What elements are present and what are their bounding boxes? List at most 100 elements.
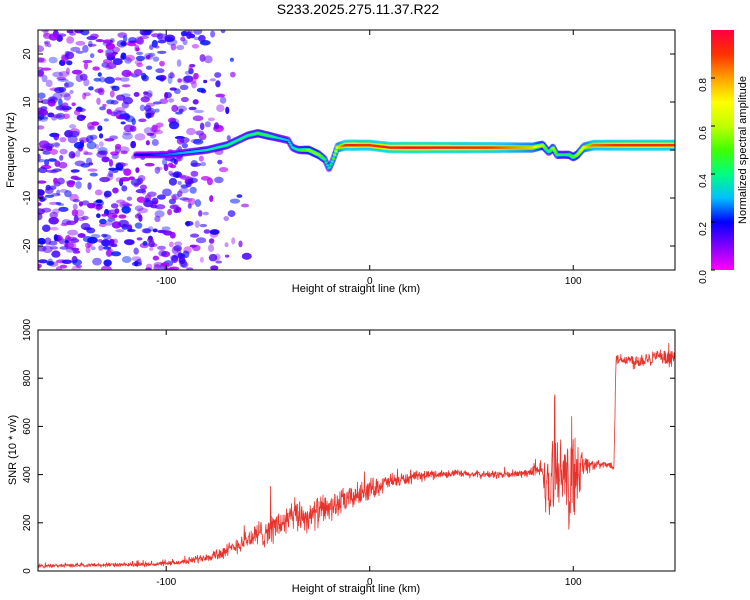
spectrogram-speckle [99, 218, 107, 225]
spectrogram-speckle [86, 121, 95, 130]
spectrogram-speckle [154, 108, 160, 113]
spectrogram-speckle [54, 86, 64, 94]
spectrogram-speckle [143, 127, 153, 135]
spectrogram-speckle [73, 109, 81, 116]
spectrogram-speckle [87, 168, 98, 172]
spectrogram-speckle [72, 259, 83, 266]
spectrogram-speckle [111, 85, 120, 92]
spectrogram-speckle [38, 57, 45, 63]
spectrogram-speckle [209, 78, 216, 82]
spectrogram-speckle [162, 230, 173, 236]
spectrogram-speckle [196, 87, 206, 93]
spectrogram-speckle [64, 190, 72, 198]
spectrogram-speckle [99, 141, 104, 147]
spectrogram-speckle [152, 255, 160, 261]
snr-y-axis-label: SNR (10 * v/v) [7, 415, 19, 485]
spectrogram-ridge-core [552, 149, 557, 152]
spectrogram-speckle [154, 45, 160, 49]
snr-panel: -100 0 100 0 200 400 600 800 1000 Height of str… [7, 318, 676, 595]
spectrogram-speckle [55, 201, 62, 206]
spectrogram-speckle [168, 170, 174, 176]
spectrogram-speckle [47, 158, 57, 162]
spectrogram-speckle [152, 129, 164, 135]
spectrogram-speckle [88, 40, 93, 48]
spectrogram-speckle [163, 163, 169, 172]
spectrogram-speckle [115, 229, 125, 233]
spectrogram-speckle [38, 45, 45, 53]
spectrogram-speckle [139, 30, 150, 36]
spectrogram-speckle [156, 194, 166, 200]
spectrogram-speckle [119, 178, 124, 187]
spectrogram-ridge-core [287, 141, 292, 144]
spectrogram-speckle [210, 265, 219, 270]
x-tick-label: 100 [565, 577, 582, 588]
spectrogram-speckle [69, 124, 77, 129]
spectrogram-speckle [105, 249, 113, 258]
spectrogram-speckle [77, 233, 86, 238]
spectrogram-speckle [84, 242, 91, 249]
snr-frame [37, 329, 676, 572]
spectrogram-speckle [151, 139, 159, 146]
spectrogram-speckle [105, 52, 117, 58]
spectrogram-speckle [75, 264, 83, 268]
spectrogram-speckle [145, 102, 156, 107]
spectrogram-speckle [187, 177, 198, 184]
spectrogram-speckle [146, 237, 154, 243]
spectrogram-speckle [231, 237, 236, 245]
spectrogram-speckle [88, 162, 94, 166]
spectrogram-speckle [149, 44, 154, 50]
spectrogram-speckle [215, 80, 221, 88]
spectrogram-speckle [83, 78, 90, 87]
spectrogram-speckle [88, 86, 94, 91]
spectrogram-speckle [178, 108, 184, 113]
spectrogram-speckle [241, 252, 252, 260]
spectrogram-speckle [104, 220, 113, 226]
spectrogram-speckle [40, 67, 52, 71]
spectrogram-speckle [75, 74, 84, 83]
spectrogram-speckle [153, 261, 164, 268]
spectrogram-speckle [148, 247, 154, 251]
spectrogram-speckle [156, 166, 163, 171]
spectrogram-speckle [157, 245, 166, 251]
spectrogram-speckle [66, 36, 75, 44]
spectrogram-speckle [38, 154, 42, 162]
spectrogram-speckle [188, 106, 197, 111]
spectrogram-speckle [128, 36, 137, 44]
spectrogram-speckle [217, 159, 223, 165]
spectrogram-speckle [42, 245, 53, 254]
spectrogram-speckle [151, 124, 158, 133]
spectrogram-speckle [70, 46, 81, 52]
spectrogram-speckle [72, 250, 81, 254]
spectrogram-speckle [203, 79, 208, 84]
spectrogram-speckle [214, 72, 222, 78]
spectrogram-speckle [48, 56, 58, 64]
spectrogram-speckle [108, 159, 114, 167]
spectrogram-speckle [100, 265, 112, 270]
spectrogram-speckle [136, 196, 146, 203]
spectrogram-speckle [48, 216, 60, 225]
spectrogram-speckle [134, 205, 144, 212]
spectrogram-speckle [107, 212, 118, 219]
spectrogram-speckle [144, 162, 155, 167]
spectrogram-speckle [63, 93, 71, 101]
spectrogram-speckle [38, 202, 42, 206]
spectrogram-speckle [43, 40, 51, 45]
spectrogram-speckle [75, 40, 86, 46]
spectrogram-speckle [120, 93, 131, 98]
spectrogram-speckle [155, 122, 164, 128]
spectrogram-speckle [171, 255, 179, 264]
colorbar-ticks: 0.0 0.2 0.4 0.6 0.8 [698, 77, 715, 284]
spectrogram-speckle [159, 98, 169, 105]
spectrogram-speckle [108, 240, 115, 247]
spectrogram-speckle [74, 160, 86, 167]
spectrogram-speckle [76, 114, 86, 121]
spectrogram-speckle [184, 70, 191, 75]
spectrogram-speckle [38, 92, 46, 99]
spectrogram-speckle [83, 92, 91, 97]
spectrogram-speckle [122, 132, 133, 140]
spectrogram-speckle [67, 135, 78, 144]
spectrogram-speckle [42, 224, 51, 232]
spectrogram-speckle [225, 106, 230, 115]
spectrogram-speckle [70, 175, 79, 180]
